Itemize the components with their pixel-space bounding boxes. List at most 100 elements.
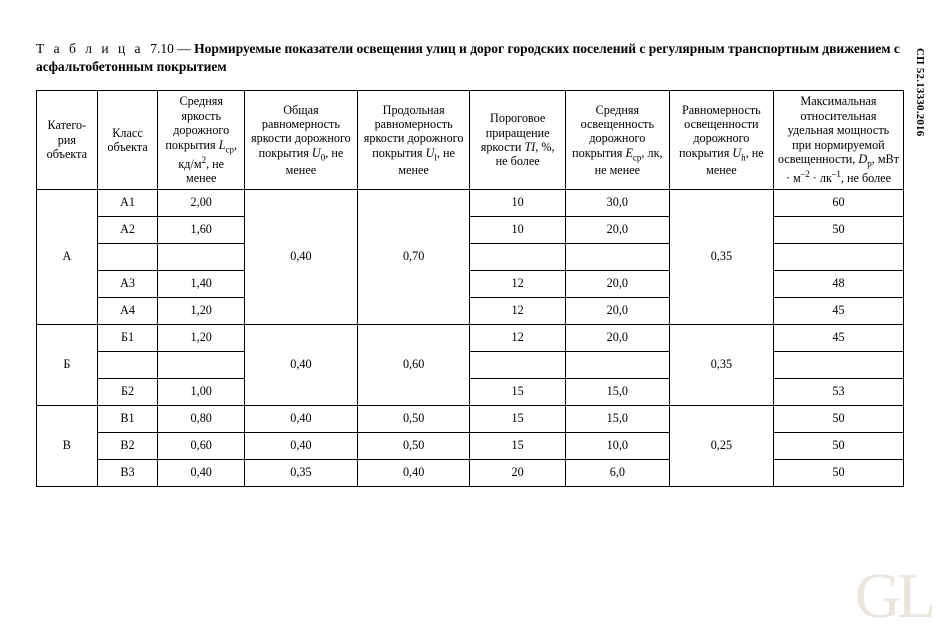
cell-TI: 12 <box>470 270 565 297</box>
cell-ul: 0,40 <box>357 459 470 486</box>
cell-u0: 0,40 <box>245 405 358 432</box>
cell-E: 15,0 <box>565 405 669 432</box>
cell-E: 6,0 <box>565 459 669 486</box>
cell-ul: 0,60 <box>357 324 470 405</box>
cell-class: А4 <box>97 297 158 324</box>
cell-L: 1,00 <box>158 378 245 405</box>
cell-E: 10,0 <box>565 432 669 459</box>
cell-class: Б2 <box>97 378 158 405</box>
cell-uh: 0,25 <box>669 405 773 486</box>
cell-category: Б <box>37 324 98 405</box>
cell-TI: 20 <box>470 459 565 486</box>
cell-class: В2 <box>97 432 158 459</box>
table-body: А А1 2,00 0,40 0,70 10 30,0 0,35 60 А2 1… <box>37 189 904 486</box>
col-threshold-ti: Пороговое приращение яркости TI, %, не б… <box>470 91 565 189</box>
cell-Dp <box>773 351 903 378</box>
cell-TI: 15 <box>470 405 565 432</box>
table-row: А4 1,20 12 20,0 45 <box>37 297 904 324</box>
cell-L <box>158 351 245 378</box>
cell-TI <box>470 243 565 270</box>
table-row: А А1 2,00 0,40 0,70 10 30,0 0,35 60 <box>37 189 904 216</box>
document-code: СП 52.13330.2016 <box>914 48 926 136</box>
cell-class: А3 <box>97 270 158 297</box>
cell-L: 0,80 <box>158 405 245 432</box>
cell-Dp: 50 <box>773 459 903 486</box>
cell-E: 15,0 <box>565 378 669 405</box>
cell-category: В <box>37 405 98 486</box>
cell-TI: 12 <box>470 324 565 351</box>
table-row: В2 0,60 0,40 0,50 15 10,0 50 <box>37 432 904 459</box>
cell-Dp: 60 <box>773 189 903 216</box>
col-power-dp: Максимальная относительная удельная мощн… <box>773 91 903 189</box>
caption-dash: — <box>174 41 194 56</box>
col-luminance: Средняя яркость дорожного покрытия Lср, … <box>158 91 245 189</box>
cell-class: В3 <box>97 459 158 486</box>
cell-E: 20,0 <box>565 297 669 324</box>
table-header-row: Катего- рия объекта Класс объекта Средня… <box>37 91 904 189</box>
watermark: GL <box>855 559 932 633</box>
cell-ul: 0,50 <box>357 405 470 432</box>
col-uniformity-uh: Равномерность освещенности дорожного пок… <box>669 91 773 189</box>
cell-Dp: 53 <box>773 378 903 405</box>
cell-TI: 10 <box>470 189 565 216</box>
col-uniformity-u0: Общая равномерность яркости дорожного по… <box>245 91 358 189</box>
table-row: Б Б1 1,20 0,40 0,60 12 20,0 0,35 45 <box>37 324 904 351</box>
cell-u0: 0,40 <box>245 432 358 459</box>
cell-u0: 0,40 <box>245 189 358 324</box>
cell-L: 0,60 <box>158 432 245 459</box>
cell-L <box>158 243 245 270</box>
cell-TI: 15 <box>470 378 565 405</box>
cell-class: В1 <box>97 405 158 432</box>
cell-E <box>565 351 669 378</box>
cell-Dp: 50 <box>773 405 903 432</box>
cell-L: 1,20 <box>158 324 245 351</box>
cell-L: 0,40 <box>158 459 245 486</box>
cell-E <box>565 243 669 270</box>
table-row <box>37 243 904 270</box>
cell-E: 20,0 <box>565 324 669 351</box>
cell-ul: 0,50 <box>357 432 470 459</box>
cell-Dp: 48 <box>773 270 903 297</box>
cell-TI: 12 <box>470 297 565 324</box>
cell-Dp: 50 <box>773 216 903 243</box>
cell-L: 1,40 <box>158 270 245 297</box>
cell-class: А1 <box>97 189 158 216</box>
cell-E: 20,0 <box>565 270 669 297</box>
table-row: В В1 0,80 0,40 0,50 15 15,0 0,25 50 <box>37 405 904 432</box>
cell-class: А2 <box>97 216 158 243</box>
cell-class <box>97 243 158 270</box>
table-row: Б2 1,00 15 15,0 53 <box>37 378 904 405</box>
table-row: А2 1,60 10 20,0 50 <box>37 216 904 243</box>
cell-L: 1,20 <box>158 297 245 324</box>
cell-uh: 0,35 <box>669 324 773 405</box>
cell-Dp: 50 <box>773 432 903 459</box>
table-row: А3 1,40 12 20,0 48 <box>37 270 904 297</box>
cell-E: 20,0 <box>565 216 669 243</box>
cell-class: Б1 <box>97 324 158 351</box>
cell-E: 30,0 <box>565 189 669 216</box>
cell-category: А <box>37 189 98 324</box>
cell-class <box>97 351 158 378</box>
cell-u0: 0,35 <box>245 459 358 486</box>
col-illuminance: Средняя освещенность дорожного покрытия … <box>565 91 669 189</box>
cell-TI: 10 <box>470 216 565 243</box>
col-uniformity-ul: Продольная равномерность яркости дорожно… <box>357 91 470 189</box>
cell-Dp <box>773 243 903 270</box>
col-class: Класс объекта <box>97 91 158 189</box>
cell-TI: 15 <box>470 432 565 459</box>
table-row: В3 0,40 0,35 0,40 20 6,0 50 <box>37 459 904 486</box>
cell-Dp: 45 <box>773 297 903 324</box>
cell-u0: 0,40 <box>245 324 358 405</box>
table-row <box>37 351 904 378</box>
cell-TI <box>470 351 565 378</box>
cell-L: 2,00 <box>158 189 245 216</box>
cell-L: 1,60 <box>158 216 245 243</box>
caption-prefix: Т а б л и ц а <box>36 41 144 56</box>
col-category: Катего- рия объекта <box>37 91 98 189</box>
caption-number: 7.10 <box>150 41 174 56</box>
table-caption: Т а б л и ц а 7.10 — Нормируемые показат… <box>36 40 904 76</box>
lighting-standards-table: Катего- рия объекта Класс объекта Средня… <box>36 90 904 486</box>
cell-Dp: 45 <box>773 324 903 351</box>
cell-uh: 0,35 <box>669 189 773 324</box>
cell-ul: 0,70 <box>357 189 470 324</box>
